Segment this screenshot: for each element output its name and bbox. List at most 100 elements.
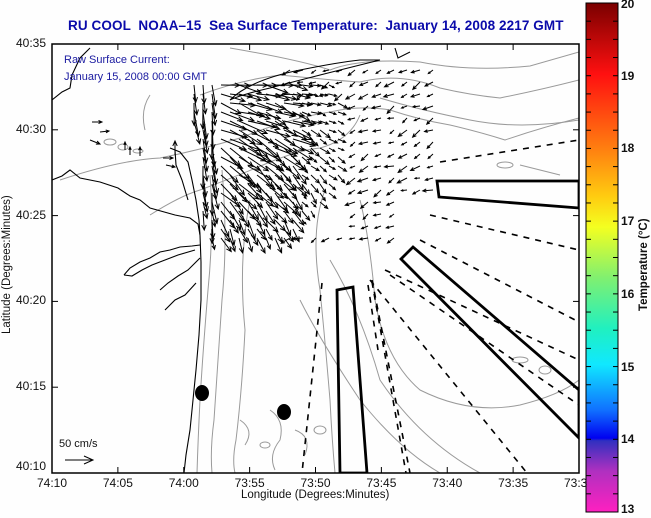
current-vector (247, 174, 262, 194)
current-vector (383, 81, 395, 88)
colorbar-tick-label: 17 (621, 214, 635, 229)
current-vector (386, 237, 395, 244)
current-vector (382, 93, 395, 98)
current-vector (281, 69, 291, 76)
current-vector (310, 210, 316, 219)
current-vector (397, 165, 408, 174)
current-vector (411, 189, 421, 195)
current-vector (247, 228, 259, 247)
current-vector (238, 93, 263, 102)
current-vector (319, 102, 333, 108)
radar-beam-boxes (335, 179, 579, 473)
current-vector (423, 81, 434, 87)
current-vector (274, 147, 298, 157)
current-vector (265, 156, 285, 172)
current-vector (202, 201, 209, 220)
current-vector (247, 156, 270, 172)
current-vector (310, 183, 320, 194)
current-vector (328, 120, 337, 124)
current-vector (310, 237, 317, 244)
current-vector (337, 120, 345, 125)
current-vector (337, 129, 346, 137)
current-vector (349, 81, 356, 88)
current-vector (301, 111, 312, 117)
current-vector (274, 156, 293, 172)
current-vector (280, 81, 291, 87)
current-vector (265, 183, 285, 199)
current-vector (319, 183, 327, 194)
surface-current-vectors (89, 69, 434, 255)
y-tick-label: 40:10 (16, 459, 47, 473)
current-vector (372, 213, 382, 217)
current-vector (290, 236, 304, 241)
y-tick-label: 40:15 (16, 379, 47, 394)
current-vector (337, 174, 346, 184)
x-tick-label: 73:35 (498, 476, 529, 490)
current-vector (238, 192, 258, 210)
current-vector (360, 153, 369, 162)
current-vector (328, 129, 338, 134)
y-tick-label: 40:30 (16, 121, 47, 136)
annotation-line2: January 15, 2008 00:00 GMT (64, 71, 208, 83)
current-vector (349, 129, 356, 135)
current-vector (220, 228, 231, 243)
x-tick-label: 74:05 (102, 476, 133, 490)
current-vector (310, 192, 317, 205)
current-vector (410, 69, 421, 74)
current-vector (301, 201, 309, 208)
current-vector (371, 129, 382, 133)
current-vector (128, 145, 132, 155)
current-vector (319, 129, 332, 139)
current-vector (328, 156, 336, 163)
current-vector (247, 201, 260, 221)
current-vector (92, 119, 104, 125)
current-vector (193, 111, 201, 138)
current-vector (301, 165, 309, 174)
x-tick-label: 73:40 (432, 476, 463, 490)
current-vector (397, 153, 408, 159)
x-tick-label: 74:00 (168, 476, 199, 490)
current-vector (301, 210, 311, 222)
current-vector (396, 177, 408, 184)
current-vector (283, 156, 305, 171)
current-vector (411, 81, 421, 91)
current-vector (400, 81, 408, 87)
current-vector (296, 80, 304, 84)
current-vector (193, 93, 199, 116)
current-vector (344, 93, 356, 100)
current-vector (388, 213, 395, 218)
current-vector (357, 93, 369, 100)
current-vector (328, 111, 338, 116)
current-vector (283, 120, 307, 128)
current-vector (328, 84, 336, 89)
current-vector (328, 183, 337, 191)
current-vector (310, 120, 323, 125)
current-vector (292, 69, 304, 74)
current-vector (328, 93, 338, 98)
current-vector (301, 174, 310, 180)
current-vector (413, 141, 421, 148)
current-vector (335, 69, 343, 73)
current-vector (348, 153, 356, 158)
current-vector (310, 93, 320, 98)
current-vector (247, 237, 254, 253)
current-vector (426, 93, 434, 98)
current-vector (375, 81, 382, 88)
current-vector (265, 201, 279, 220)
current-vector (238, 120, 269, 135)
current-vector (229, 174, 245, 197)
current-vector (411, 129, 421, 138)
current-vector (265, 228, 273, 241)
current-vector (345, 177, 356, 186)
current-vector (238, 219, 246, 236)
current-vector (220, 111, 244, 122)
colorbar-ticks (586, 2, 618, 513)
current-vector (400, 93, 408, 99)
colorbar-tick-label: 19 (621, 68, 635, 83)
current-vector (337, 165, 348, 172)
current-vector (335, 81, 343, 85)
current-vector (358, 81, 369, 86)
current-vector (344, 201, 356, 207)
current-vector (202, 174, 208, 198)
current-vector (202, 138, 209, 165)
